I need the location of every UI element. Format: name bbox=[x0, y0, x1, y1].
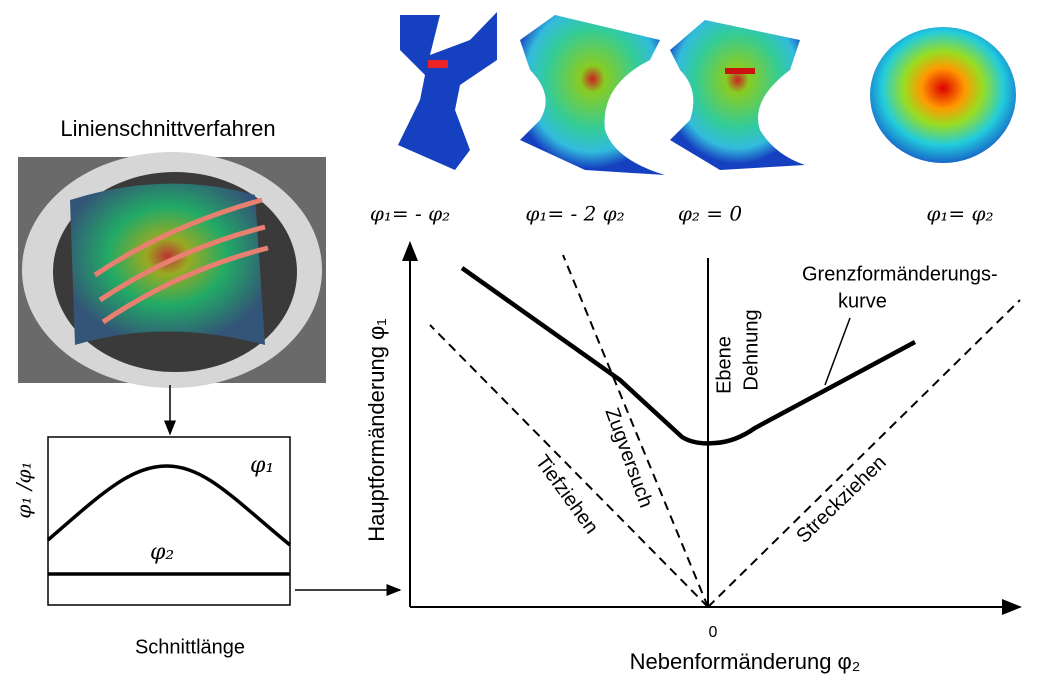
diagram: Linienschnittverfahren φ₁ φ₂ φ₁ /φ₁ Schn… bbox=[0, 0, 1046, 678]
y-label: Hauptformänderung φ₁ bbox=[364, 318, 389, 541]
y-label: φ₁ /φ₁ bbox=[12, 461, 36, 518]
annotation: Zugversuch bbox=[600, 405, 656, 511]
left-title: Linienschnittverfahren bbox=[60, 116, 275, 141]
specimen-images bbox=[398, 12, 1016, 175]
annotation: kurve bbox=[838, 290, 887, 312]
specimen-label: φ₁= φ₂ bbox=[926, 202, 993, 226]
annotation: Grenzformänderungs- bbox=[802, 263, 998, 285]
annotation: Dehnung bbox=[740, 309, 762, 390]
x-label: Schnittlänge bbox=[135, 636, 245, 658]
annotation: Ebene bbox=[713, 336, 735, 394]
origin-label: 0 bbox=[709, 624, 718, 641]
leader-line bbox=[825, 318, 850, 385]
annotation: Streckziehen bbox=[792, 451, 890, 547]
specimen-label: φ₁= - φ₂ bbox=[370, 202, 450, 226]
specimen-label: φ₂ = 0 bbox=[678, 202, 742, 226]
photo bbox=[18, 152, 326, 388]
specimen-label: φ₁= - 2 φ₂ bbox=[525, 202, 624, 226]
x-label: Nebenformänderung φ₂ bbox=[630, 649, 861, 674]
curve-label: φ₂ bbox=[150, 540, 174, 565]
curve-label: φ₁ bbox=[250, 453, 274, 478]
